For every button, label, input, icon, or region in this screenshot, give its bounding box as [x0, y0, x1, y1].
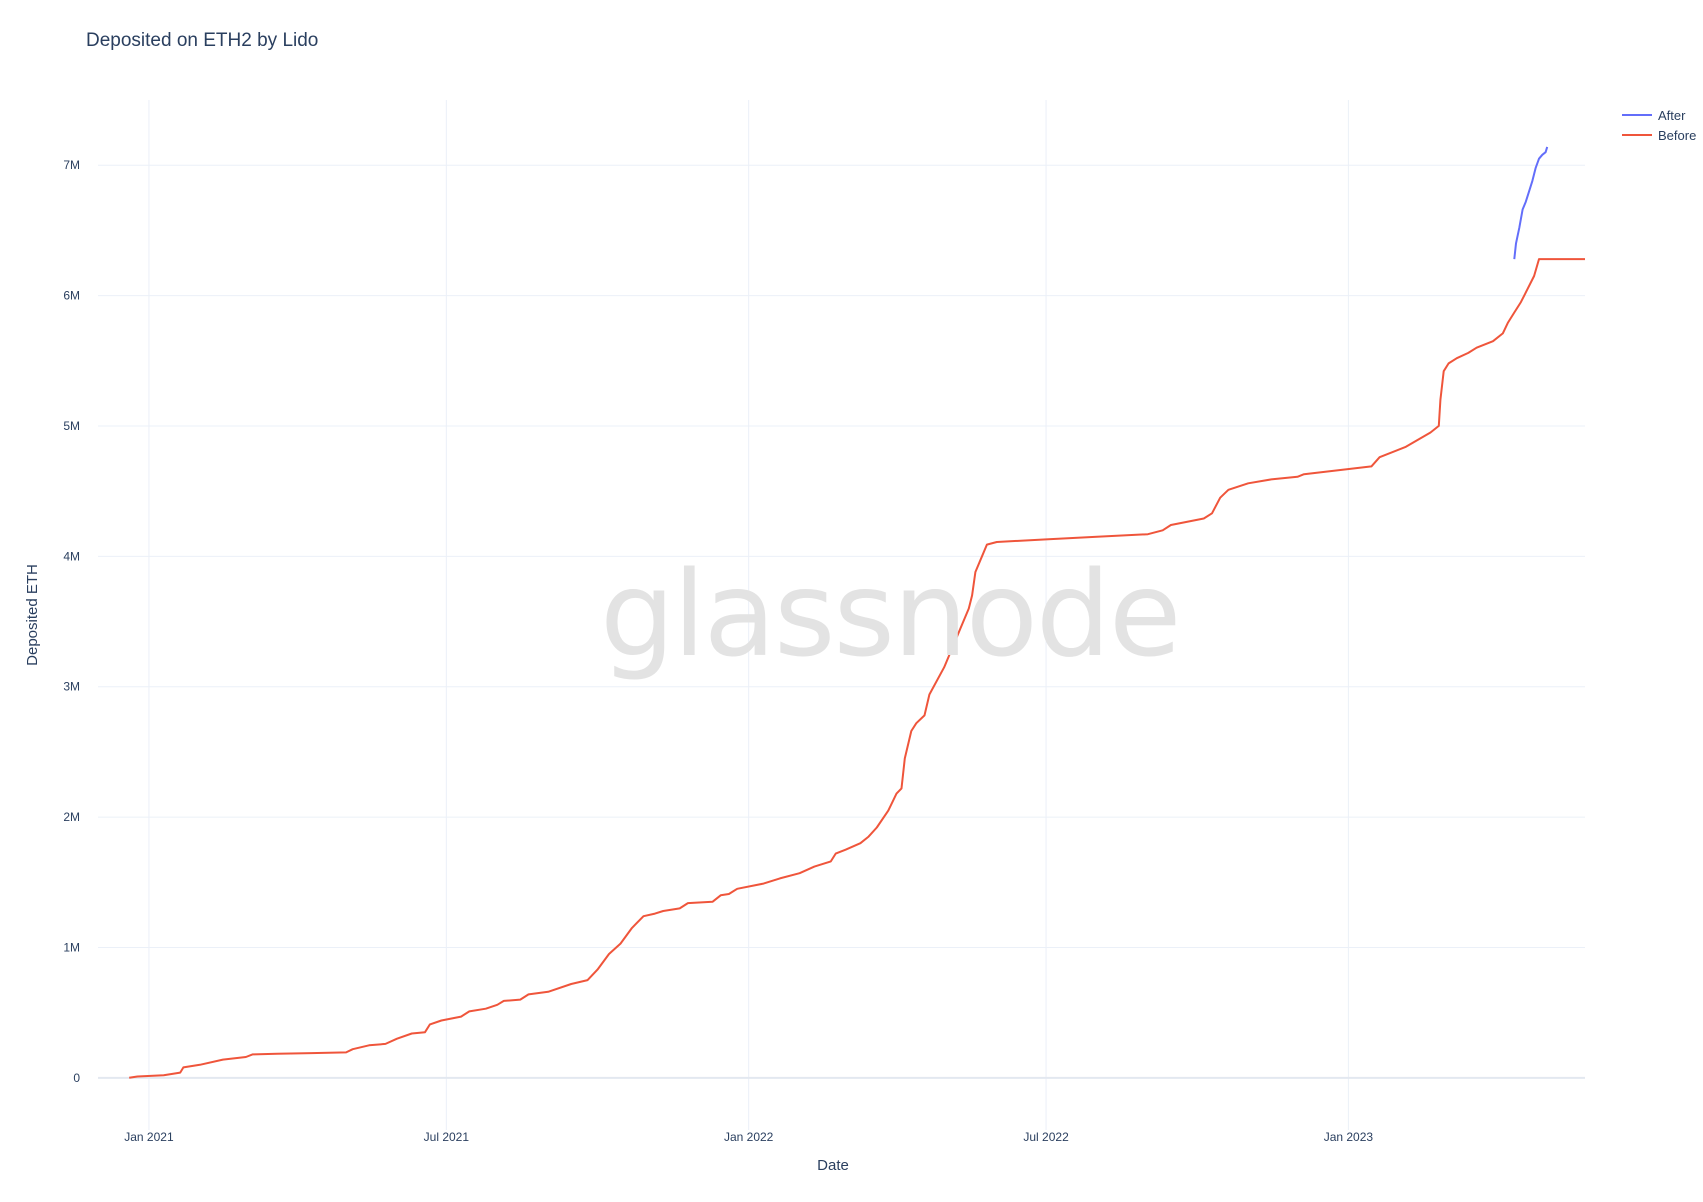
series-line-before	[129, 258, 1585, 1079]
legend-item-after[interactable]: After	[1622, 105, 1696, 125]
legend-label-before: Before	[1658, 127, 1697, 143]
x-axis-title: Date	[817, 1157, 849, 1174]
y-tick-label: 0	[73, 1071, 80, 1085]
x-tick-label: Jul 2021	[424, 1130, 470, 1144]
series-line-after	[1513, 146, 1549, 260]
y-tick-label: 3M	[63, 680, 80, 694]
legend-swatch-before	[1622, 134, 1652, 136]
legend-label-after: After	[1658, 107, 1686, 123]
legend: After Before	[1622, 105, 1696, 145]
axis-ticks: Jan 2021 Jul 2021 Jan 2022 Jul 2022 Jan 2023…	[63, 158, 1373, 1144]
series-lines	[129, 146, 1585, 1079]
legend-swatch-after	[1622, 114, 1652, 116]
y-tick-label: 7M	[63, 158, 80, 172]
grid-lines	[98, 100, 1585, 1130]
y-tick-label: 5M	[63, 419, 80, 433]
y-tick-label: 2M	[63, 810, 80, 824]
x-tick-label: Jan 2022	[724, 1130, 774, 1144]
x-tick-label: Jan 2021	[124, 1130, 174, 1144]
y-axis-title: Deposited ETH	[24, 564, 41, 666]
legend-item-before[interactable]: Before	[1622, 125, 1696, 145]
y-tick-label: 1M	[63, 940, 80, 954]
y-tick-label: 6M	[63, 289, 80, 303]
chart-title: Deposited on ETH2 by Lido	[86, 30, 319, 51]
x-tick-label: Jan 2023	[1324, 1130, 1374, 1144]
watermark: glassnode	[600, 545, 1181, 683]
y-tick-label: 4M	[63, 549, 80, 563]
x-tick-label: Jul 2022	[1023, 1130, 1069, 1144]
